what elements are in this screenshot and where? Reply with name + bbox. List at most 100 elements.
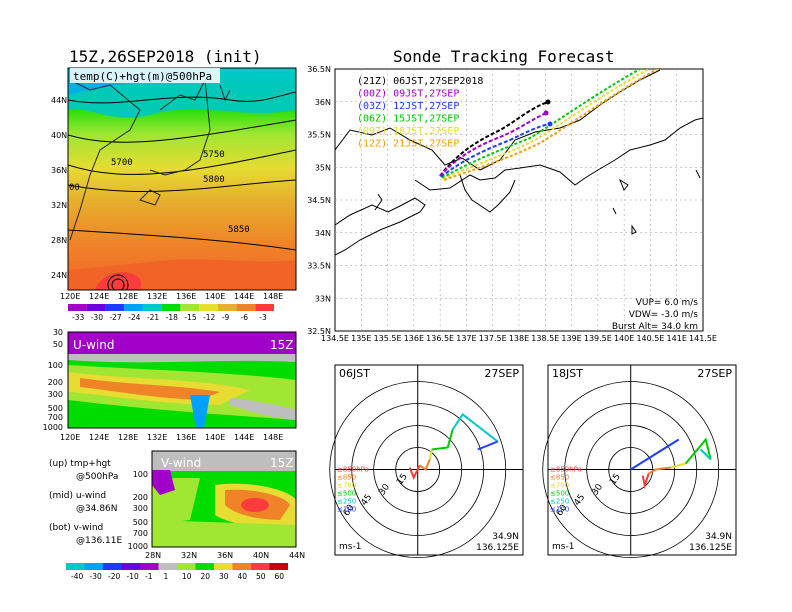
wind-colorbar-swatch bbox=[269, 563, 288, 570]
wind-colorbar-swatch bbox=[232, 563, 251, 570]
hodograph-18jst: 18JST 27SEP34.9N136.125Ems-115304560≥850h… bbox=[542, 364, 737, 558]
temp-colorbar-swatch bbox=[217, 304, 237, 311]
temp-colorbar-swatch bbox=[68, 304, 87, 311]
vwind-p-tick: 200 bbox=[133, 493, 148, 502]
map-lon-tick: 120E bbox=[60, 292, 80, 301]
uwind-lon-tick: 136E bbox=[176, 433, 196, 442]
hodograph-trace bbox=[431, 429, 454, 451]
panel-legend-line: @34.86N bbox=[76, 504, 118, 514]
uwind-lon-tick: 140E bbox=[205, 433, 225, 442]
temp-colorbar-swatch bbox=[255, 304, 274, 311]
contour-label-5850: 5850 bbox=[228, 225, 250, 235]
track-endpoint-2 bbox=[547, 121, 553, 127]
temp-colorbar-swatch bbox=[180, 304, 200, 311]
hodograph-date: 27SEP bbox=[484, 367, 519, 380]
hodograph-level-label: ≤250 bbox=[550, 498, 569, 506]
map-lat-ticks: 44N 40N 36N 32N 28N 24N bbox=[51, 96, 67, 280]
uwind-lon-tick: 132E bbox=[147, 433, 167, 442]
temp-colorbar-label: -21 bbox=[147, 313, 159, 322]
wind-colorbar-label: -40 bbox=[71, 572, 83, 581]
track-lon-ticks: 134.5E 135E 135.5E 136E 136.5E 137E 137.5E 138E… bbox=[321, 334, 717, 343]
hodograph-level-label: ≤500 bbox=[337, 490, 356, 498]
map-lon-tick: 128E bbox=[118, 292, 138, 301]
track-lat-tick: 33N bbox=[315, 294, 331, 303]
map-variable-label: temp(C)+hgt(m)@500hPa bbox=[73, 70, 212, 83]
track-lon-tick: 139E bbox=[561, 334, 581, 343]
temp-colorbar-label: -30 bbox=[91, 313, 103, 322]
hodograph-trace bbox=[630, 438, 680, 471]
hodograph-level-label: ≤700 bbox=[550, 482, 569, 490]
uwind-p-tick: 50 bbox=[53, 340, 63, 349]
run-legend-entry: (12Z) 21JST,27SEP bbox=[357, 139, 459, 150]
wind-colorbar-label: 30 bbox=[219, 572, 229, 581]
wind-colorbar-swatch bbox=[158, 563, 177, 570]
uwind-p-tick: 500 bbox=[48, 404, 63, 413]
wind-colorbar-label: 50 bbox=[256, 572, 266, 581]
track-lat-tick: 36N bbox=[315, 98, 331, 107]
track-lon-tick: 135.5E bbox=[374, 334, 402, 343]
vwind-lat-tick: 44N bbox=[289, 551, 305, 560]
wind-colorbar-swatch bbox=[66, 563, 85, 570]
vwind-p-tick: 100 bbox=[133, 470, 148, 479]
hodograph-level-label: ≤100 bbox=[337, 506, 356, 514]
vwind-lat-tick: 40N bbox=[253, 551, 269, 560]
track-run-1 bbox=[439, 112, 547, 177]
hodograph-lat: 34.9N bbox=[492, 532, 519, 542]
hodograph-trace bbox=[648, 466, 671, 475]
track-lon-tick: 137E bbox=[456, 334, 476, 343]
hodograph-lon: 136.125E bbox=[689, 543, 732, 553]
vwind-p-tick: 500 bbox=[133, 518, 148, 527]
track-endpoint-0 bbox=[545, 99, 551, 105]
track-lon-tick: 136E bbox=[404, 334, 424, 343]
run-legend-entry: (21Z) 06JST,27SEP2018 bbox=[357, 76, 483, 87]
track-lon-tick: 140E bbox=[614, 334, 634, 343]
uwind-lon-tick: 124E bbox=[89, 433, 109, 442]
run-legend-entry: (00Z) 09JST,27SEP bbox=[357, 89, 459, 100]
vwind-time: 15Z bbox=[270, 456, 294, 470]
track-run-2 bbox=[440, 123, 551, 178]
hodograph-time: 18JST bbox=[552, 367, 583, 380]
vwind-lat-tick: 32N bbox=[181, 551, 197, 560]
temp-colorbar-swatch bbox=[199, 304, 218, 311]
temp-colorbar-label: -24 bbox=[128, 313, 140, 322]
vwind-p-tick: 700 bbox=[133, 529, 148, 538]
hodograph-level-label: ≥850hPa bbox=[550, 466, 582, 474]
panel-legend-line: (mid) u-wind bbox=[49, 491, 106, 501]
map-lon-tick: 124E bbox=[89, 292, 109, 301]
contour-label-5750: 5750 bbox=[203, 150, 225, 160]
sonde-track-map: (21Z) 06JST,27SEP2018(00Z) 09JST,27SEP(0… bbox=[307, 65, 717, 343]
track-run-0 bbox=[439, 101, 549, 177]
wind-colorbar-label: -20 bbox=[108, 572, 120, 581]
panel-legend-line: (up) tmp+hgt bbox=[49, 459, 111, 469]
uwind-p-tick: 300 bbox=[48, 390, 63, 399]
uwind-lon-tick: 120E bbox=[60, 433, 80, 442]
launch-parameter: Burst Alt= 34.0 km bbox=[612, 322, 698, 332]
track-lon-tick: 134.5E bbox=[321, 334, 349, 343]
uwind-p-tick: 100 bbox=[48, 361, 63, 370]
uwind-p-tick: 700 bbox=[48, 413, 63, 422]
track-run-3 bbox=[441, 69, 643, 179]
launch-parameters: VUP= 6.0 m/s VDW= -3.0 m/s Burst Alt= 34.0… bbox=[612, 298, 698, 332]
track-lon-tick: 139.5E bbox=[584, 334, 612, 343]
left-title: 15Z,26SEP2018 (init) bbox=[69, 47, 262, 66]
track-lon-tick: 141E bbox=[667, 334, 687, 343]
uwind-lon-tick: 128E bbox=[118, 433, 138, 442]
temp-colorbar-label: -33 bbox=[72, 313, 84, 322]
wind-colorbar-swatch bbox=[195, 563, 214, 570]
temp-colorbar-label: -9 bbox=[222, 313, 230, 322]
temp-hgt-map: temp(C)+hgt(m)@500hPa 5700 5750 5800 585… bbox=[51, 67, 297, 301]
wind-colorbar-label: 20 bbox=[201, 572, 211, 581]
uwind-time: 15Z bbox=[270, 338, 294, 352]
coastline bbox=[335, 69, 703, 256]
hodograph-level-label: ≤250 bbox=[337, 498, 356, 506]
track-endpoint-1 bbox=[543, 110, 549, 116]
wind-colorbar-label: 60 bbox=[275, 572, 285, 581]
hodograph-level-label: ≥850hPa bbox=[337, 466, 369, 474]
launch-parameter: VUP= 6.0 m/s bbox=[636, 298, 699, 308]
wind-colorbar-label: 10 bbox=[182, 572, 192, 581]
hodograph-trace bbox=[670, 462, 686, 469]
hodograph-level-label: ≤100 bbox=[550, 506, 569, 514]
temp-colorbar-swatch bbox=[236, 304, 256, 311]
wind-colorbar-label: -10 bbox=[127, 572, 139, 581]
